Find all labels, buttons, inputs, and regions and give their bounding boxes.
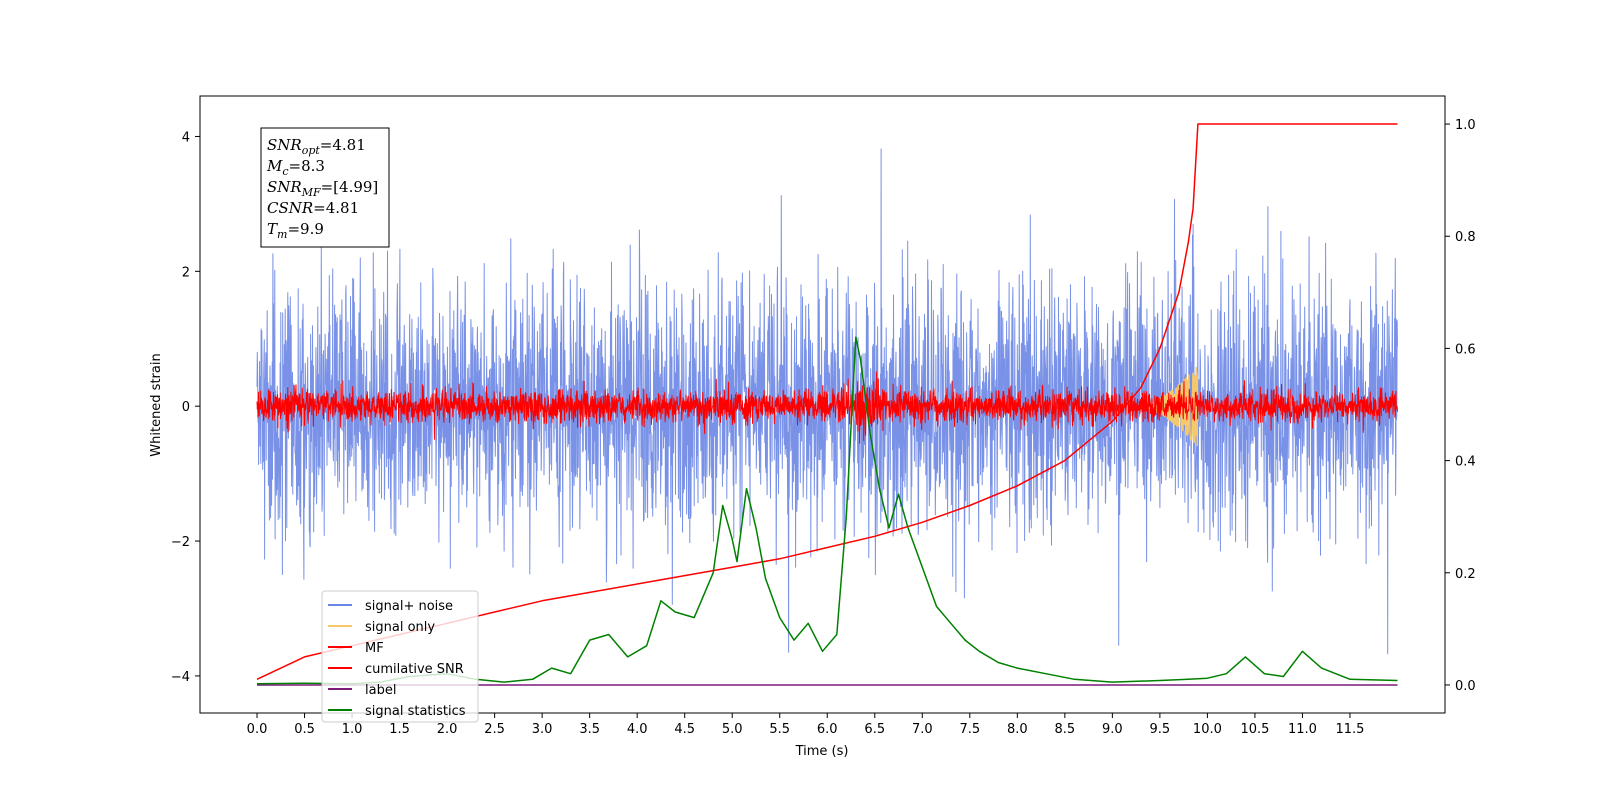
legend-label-mf: MF [365,641,384,656]
y2-tick-label: 0.6 [1455,342,1476,357]
x-tick-label: 3.0 [532,722,553,737]
y-tick-label: 4 [182,130,190,145]
legend-label-label: label [365,683,396,698]
x-tick-label: 1.5 [389,722,410,737]
legend-label-signal-noise: signal+ noise [365,599,453,614]
info-box-frame [260,127,390,248]
y-tick-label: 0 [182,400,190,415]
info-line: Tm=9.9 [267,220,324,241]
y-tick-label: −2 [171,535,190,550]
x-tick-label: 4.5 [674,722,695,737]
series-line-mf [256,371,1398,444]
x-axis: 0.0 0.5 1.0 1.5 2.0 2.5 3.0 3.5 4.0 4.5 5.0 5.5 6.0 6… [247,713,1364,737]
legend: signal+ noise signal only MF cumilative SNR… [321,590,479,723]
x-tick-label: 1.0 [342,722,363,737]
x-tick-label: 6.5 [864,722,885,737]
info-line: Mc=8.3 [266,157,325,178]
info-line: CSNR=4.81 [267,199,359,217]
y2-tick-label: 1.0 [1455,118,1476,133]
y2-tick-label: 0.2 [1455,567,1476,582]
y2-tick-label: 0.8 [1455,230,1476,245]
series-line-signal-statistics [256,336,1398,685]
x-tick-label: 10.0 [1193,722,1222,737]
x-tick-label: 9.5 [1150,722,1171,737]
legend-frame [321,590,479,723]
x-tick-label: 6.0 [817,722,838,737]
x-tick-label: 2.5 [484,722,505,737]
x-axis-label: Time (s) [795,744,849,759]
x-tick-label: 7.0 [912,722,933,737]
x-tick-label: 2.0 [437,722,458,737]
x-tick-label: 10.5 [1240,722,1269,737]
x-tick-label: 0.0 [247,722,268,737]
x-tick-label: 8.5 [1055,722,1076,737]
plot-frame [199,95,1446,714]
x-tick-label: 9.0 [1102,722,1123,737]
legend-label-cumilative-snr: cumilative SNR [365,662,464,677]
y-axis-right: 0.0 0.2 0.4 0.6 0.8 1.0 [1445,118,1476,694]
x-tick-label: 11.5 [1335,722,1364,737]
y2-tick-label: 0.0 [1455,679,1476,694]
legend-label-signal-statistics: signal statistics [365,704,466,719]
info-line: SNRopt=4.81 [267,136,366,157]
x-tick-label: 5.5 [769,722,790,737]
y-tick-label: 2 [182,265,190,280]
x-tick-label: 4.0 [627,722,648,737]
x-tick-label: 7.5 [959,722,980,737]
legend-label-signal-only: signal only [365,620,435,635]
x-tick-label: 3.5 [579,722,600,737]
x-tick-label: 5.0 [722,722,743,737]
x-tick-label: 11.0 [1288,722,1317,737]
y-tick-label: −4 [171,670,190,685]
y-axis-left: −4 −2 0 2 4 [171,130,200,685]
y2-tick-label: 0.4 [1455,455,1476,470]
x-tick-label: 0.5 [294,722,315,737]
x-tick-label: 8.0 [1007,722,1028,737]
info-line: SNRMF=[4.99] [267,178,378,199]
y-axis-label: Whitened strain [149,353,164,456]
